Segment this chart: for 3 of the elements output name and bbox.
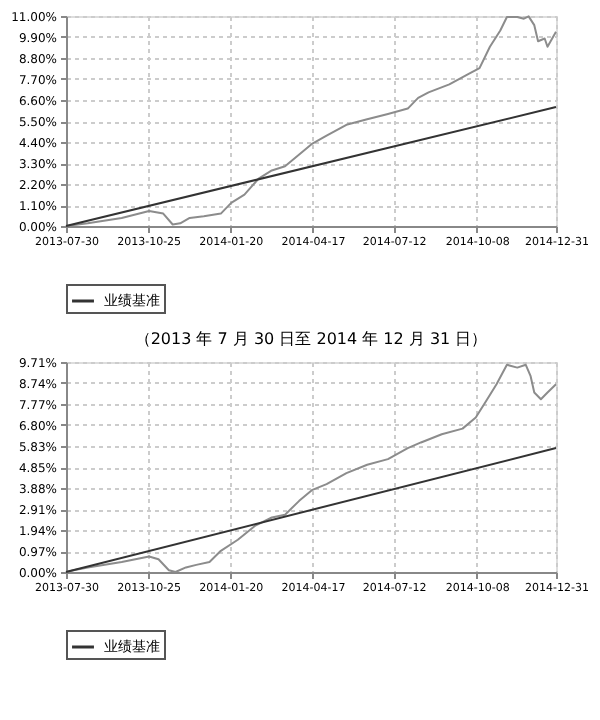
chart-title: （2013 年 7 月 30 日至 2014 年 12 月 31 日）: [134, 330, 488, 348]
line-series: [65, 363, 557, 573]
line-series: [65, 15, 557, 227]
